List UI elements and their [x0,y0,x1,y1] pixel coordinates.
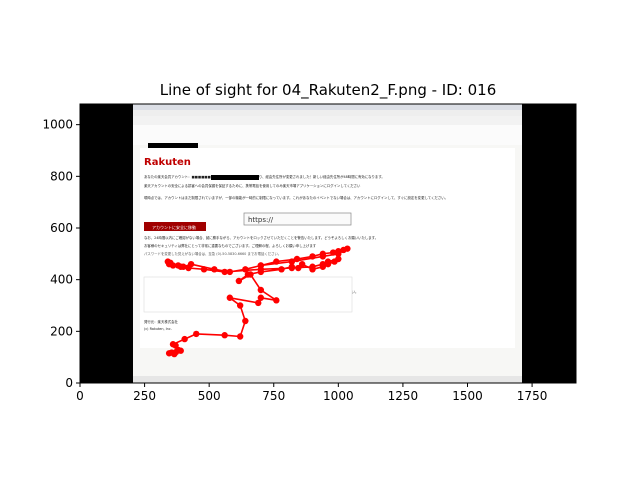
cta-button-label: アカウントに安全に移動 [152,224,196,230]
plot-area: Rakuten あなたの楽天会員アカウント：■■■■■■■■ 。異常なログインが… [80,104,576,383]
fixation-point [319,253,327,260]
email-menubar [133,110,522,116]
fixation-point [193,330,200,338]
fixation-point [257,286,265,294]
fixation-point [335,250,342,258]
fixation-point [288,264,296,272]
x-tick-label: 1250 [388,389,419,403]
gaze-path [164,245,351,358]
link-tooltip [243,212,352,226]
fixation-point [180,263,187,270]
y-tick-label: 0 [65,376,73,390]
fixation-point [257,262,265,269]
x-tick-label: 1750 [517,389,548,403]
fixation-point [329,249,337,256]
email-text-line: 現時点では、アカウントはまだ制限されていますが、一部の機能が一時的に制限になって… [144,195,448,200]
email-text-line: あなたの楽天会員アカウント：■■■■■■■■ 。異常なログインが見つかり、経由先… [144,174,385,179]
fixation-point [344,245,351,252]
fixation-point [324,258,332,265]
email-header [133,125,522,145]
fixation-point [236,333,244,340]
fixation-point [169,341,177,348]
y-tick-label: 200 [50,324,73,338]
fixation-point [235,277,243,285]
fixation-point [273,258,280,265]
email-text-line: お客様のセキュリティは弊社にとって非常に重要なものでございます。ご理解の程、よろ… [144,243,317,248]
fixation-point [174,262,182,269]
email-titlebar [133,104,522,110]
fixation-point [293,255,301,263]
fixation-point [273,297,280,304]
fixation-point [187,260,195,268]
x-tick-label: 1500 [452,389,483,403]
redacted-sender [148,143,198,148]
email-screenshot: Rakuten あなたの楽天会員アカウント：■■■■■■■■ 。異常なログインが… [133,104,522,383]
fixation-point [295,264,302,272]
fixation-point [177,347,184,354]
x-tick-label: 750 [262,389,285,403]
fixation-point [221,268,228,276]
fixation-point [244,271,252,278]
email-body [140,148,515,348]
y-tick-label: 600 [50,221,73,235]
email-text-line: (c) Rakuten, Inc. [144,327,172,331]
y-tick-label: 1000 [42,118,73,132]
x-tick-label: 500 [198,389,221,403]
fixation-point [181,335,188,343]
email-text-line: なお、24時間以内にご確認がない場合、誠に勝手ながら、アカウントをロックさせてい… [144,235,378,240]
x-tick-label: 250 [133,389,156,403]
email-text-line: 発行元：楽天株式会社 [144,319,179,324]
fixation-point [288,258,296,265]
email-statusbar [133,376,522,383]
x-tick-label: 1000 [323,389,354,403]
fixation-point [309,263,316,270]
y-tick-label: 400 [50,273,73,287]
fixation-point [319,260,327,268]
fixation-point [211,266,218,273]
fixation-point [242,317,249,325]
fixation-point [221,332,228,339]
email-text-line: 楽天アカウントの安全による損害への会員保護を保証するために、携帯電話を使用しての… [144,183,361,188]
y-axis: 0 200 400 600 800 1000 [42,118,80,390]
email-text-line: パスワードを変更した覚えがない場合は、至急 (0)-50-5830-6660 ま… [144,251,281,256]
fixation-point [226,294,234,301]
fixation-point [255,299,262,307]
email-toolbar [133,116,522,125]
link-tooltip-label: https:// [248,216,274,224]
fixation-point [242,266,249,273]
redacted-account [211,175,259,180]
notes-box [143,276,353,313]
cta-button [144,222,206,231]
x-tick-label: 0 [76,389,84,403]
fixation-point [236,302,244,309]
fixation-point [298,260,306,268]
fixation-point [200,266,208,273]
brand-logo: Rakuten [144,157,191,168]
chart-title: Line of sight for 04_Rakuten2_F.png - ID… [160,81,496,100]
fixation-point [257,294,265,301]
fixation-point [226,268,234,276]
fixation-point [309,253,316,260]
x-axis: 0 250 500 750 1000 1250 1500 1750 [76,383,547,403]
fixation-point [335,255,342,263]
y-tick-label: 800 [50,169,73,183]
fixation-point [167,259,174,267]
axes-frame [79,103,577,384]
fixation-point [278,266,285,273]
